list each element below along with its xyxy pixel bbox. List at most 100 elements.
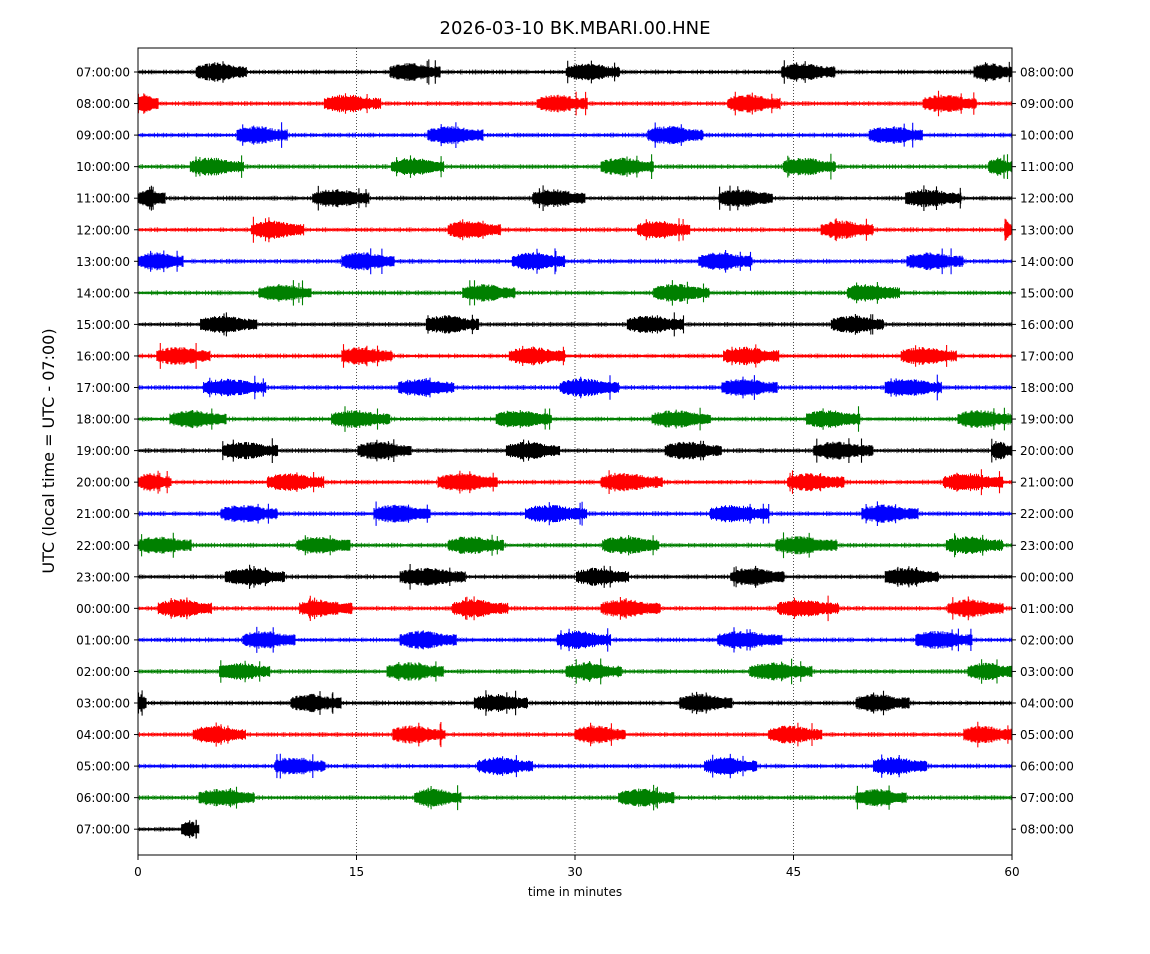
trace-burst — [717, 627, 783, 653]
trace-burst — [200, 312, 258, 337]
left-time-label: 00:00:00 — [76, 602, 130, 616]
right-time-label: 20:00:00 — [1020, 444, 1074, 458]
left-time-label: 22:00:00 — [76, 539, 130, 553]
trace-burst — [373, 501, 431, 526]
trace-burst — [536, 91, 588, 116]
trace-burst — [495, 408, 552, 430]
left-time-label: 08:00:00 — [76, 97, 130, 111]
trace-burst — [242, 626, 296, 653]
trace-row — [137, 819, 200, 839]
trace-burst — [219, 660, 271, 683]
left-time-label: 10:00:00 — [76, 160, 130, 174]
trace-burst — [357, 439, 412, 462]
right-time-label: 08:00:00 — [1020, 66, 1074, 80]
right-time-label: 04:00:00 — [1020, 697, 1074, 711]
trace-burst — [221, 438, 279, 463]
trace-burst — [137, 185, 166, 211]
right-time-label: 10:00:00 — [1020, 129, 1074, 143]
trace-burst — [274, 753, 326, 779]
left-time-label: 19:00:00 — [76, 444, 130, 458]
left-time-label: 18:00:00 — [76, 413, 130, 427]
trace-burst — [296, 535, 351, 556]
trace-burst — [813, 438, 874, 463]
trace-row — [137, 280, 1012, 306]
trace-burst — [258, 280, 312, 306]
left-time-label: 02:00:00 — [76, 665, 130, 679]
trace-burst — [169, 408, 227, 430]
trace-burst — [1004, 218, 1013, 241]
left-time-label: 13:00:00 — [76, 255, 130, 269]
trace-burst — [156, 343, 211, 369]
right-time-label: 06:00:00 — [1020, 760, 1074, 774]
trace-burst — [704, 753, 758, 779]
trace-burst — [137, 532, 192, 558]
trace-burst — [331, 406, 391, 432]
trace-burst — [647, 122, 704, 148]
trace-burst — [267, 472, 325, 493]
trace-burst — [775, 532, 838, 559]
trace-burst — [532, 185, 586, 211]
trace-burst — [906, 248, 964, 275]
trace-burst — [868, 122, 923, 148]
trace-burst — [341, 248, 395, 275]
trace-burst — [900, 345, 957, 367]
trace-burst — [192, 722, 246, 747]
left-time-label: 14:00:00 — [76, 286, 130, 300]
trace-burst — [195, 61, 247, 83]
x-tick-label: 45 — [786, 865, 801, 879]
trace-burst — [945, 533, 1004, 558]
right-time-label: 16:00:00 — [1020, 318, 1074, 332]
trace-burst — [508, 345, 566, 366]
right-time-labels: 08:00:00 09:00:00 10:00:00 11:00:00 12:00:00… — [1012, 66, 1074, 837]
left-time-label: 23:00:00 — [76, 570, 130, 584]
left-time-label: 03:00:00 — [76, 697, 130, 711]
left-time-label: 01:00:00 — [76, 633, 130, 647]
trace-burst — [718, 185, 773, 211]
trace-row — [137, 784, 1012, 811]
right-time-label: 05:00:00 — [1020, 728, 1074, 742]
trace-burst — [618, 784, 675, 811]
trace-burst — [781, 60, 836, 84]
trace-burst — [559, 375, 619, 400]
trace-burst — [782, 153, 836, 180]
trace-burst — [820, 218, 874, 242]
trace-burst — [915, 628, 973, 652]
trace-burst — [565, 60, 620, 84]
trace-burst — [556, 628, 612, 652]
trace-burst — [991, 438, 1013, 463]
trace-burst — [723, 344, 780, 368]
trace-burst — [473, 690, 529, 716]
trace-burst — [988, 154, 1013, 179]
trace-burst — [447, 219, 501, 241]
trace-burst — [651, 407, 711, 431]
trace-burst — [942, 469, 1004, 496]
trace-burst — [462, 280, 516, 306]
right-time-label: 03:00:00 — [1020, 665, 1074, 679]
left-time-label: 07:00:00 — [76, 66, 130, 80]
trace-burst — [787, 470, 845, 494]
right-time-label: 09:00:00 — [1020, 97, 1074, 111]
left-time-label: 07:00:00 — [76, 823, 130, 837]
trace-row — [137, 216, 1013, 243]
right-time-label: 11:00:00 — [1020, 160, 1074, 174]
trace-burst — [873, 754, 928, 778]
left-time-label: 06:00:00 — [76, 791, 130, 805]
trace-burst — [749, 658, 813, 685]
y-axis-label: UTC (local time = UTC - 07:00) — [39, 328, 58, 573]
trace-burst — [181, 819, 200, 839]
right-time-label: 13:00:00 — [1020, 223, 1074, 237]
trace-burst — [768, 722, 823, 747]
trace-burst — [323, 93, 382, 114]
trace-burst — [399, 564, 466, 590]
trace-burst — [137, 690, 147, 716]
trace-burst — [963, 721, 1013, 748]
trace-row — [137, 153, 1013, 180]
trace-row — [137, 469, 1012, 496]
trace-burst — [730, 565, 785, 588]
trace-burst — [389, 59, 441, 85]
trace-burst — [452, 596, 509, 621]
trace-burst — [220, 503, 278, 524]
left-time-label: 11:00:00 — [76, 192, 130, 206]
trace-burst — [399, 630, 457, 650]
trace-burst — [447, 534, 504, 556]
